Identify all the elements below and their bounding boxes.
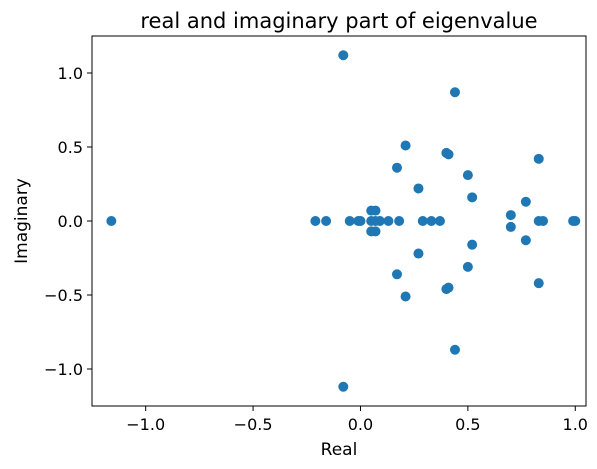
- data-point: [370, 205, 381, 216]
- data-point: [370, 226, 381, 237]
- data-point: [338, 50, 349, 61]
- y-tick-label: 0.0: [58, 212, 83, 231]
- data-point: [391, 269, 402, 280]
- data-point: [462, 261, 473, 272]
- y-tick-label: 0.5: [58, 138, 83, 157]
- data-point: [400, 140, 411, 151]
- data-point: [467, 239, 478, 250]
- data-point: [413, 183, 424, 194]
- data-point: [394, 216, 405, 226]
- data-point: [426, 216, 437, 226]
- y-tick-label: −0.5: [44, 286, 83, 305]
- data-point: [505, 210, 516, 221]
- x-tick-label: 0.5: [455, 415, 480, 434]
- data-point: [338, 381, 349, 392]
- data-point: [520, 196, 531, 207]
- data-point: [417, 216, 428, 226]
- y-axis: −1.0 −0.5 0.0 0.5 1.0: [44, 64, 92, 379]
- data-point: [462, 170, 473, 181]
- data-point: [441, 147, 452, 158]
- x-tick-label: −0.5: [234, 415, 273, 434]
- y-tick-label: 1.0: [58, 64, 83, 83]
- data-point: [538, 216, 549, 226]
- data-point: [344, 216, 355, 226]
- x-tick-label: −1.0: [126, 415, 165, 434]
- data-point: [533, 153, 544, 164]
- data-point: [520, 235, 531, 246]
- chart-title: real and imaginary part of eigenvalue: [140, 9, 537, 33]
- data-point: [355, 216, 366, 226]
- data-point: [505, 221, 516, 232]
- data-point: [570, 216, 581, 226]
- x-axis-label: Real: [321, 440, 358, 460]
- data-point: [383, 216, 394, 226]
- data-points: [106, 50, 581, 392]
- data-point: [106, 216, 117, 226]
- data-point: [467, 192, 478, 203]
- data-point: [434, 216, 445, 226]
- data-point: [400, 291, 411, 302]
- data-point: [310, 216, 321, 226]
- data-point: [374, 216, 385, 226]
- y-tick-label: −1.0: [44, 360, 83, 379]
- data-point: [449, 87, 460, 98]
- data-point: [533, 278, 544, 289]
- y-axis-label: Imaginary: [12, 178, 32, 264]
- plot-frame: [91, 35, 587, 407]
- data-point: [413, 248, 424, 259]
- data-point: [391, 162, 402, 173]
- x-tick-label: 0.0: [348, 415, 373, 434]
- data-point: [441, 284, 452, 295]
- x-tick-label: 1.0: [563, 415, 588, 434]
- data-point: [449, 344, 460, 355]
- x-axis: −1.0 −0.5 0.0 0.5 1.0: [126, 406, 588, 434]
- data-point: [321, 216, 332, 226]
